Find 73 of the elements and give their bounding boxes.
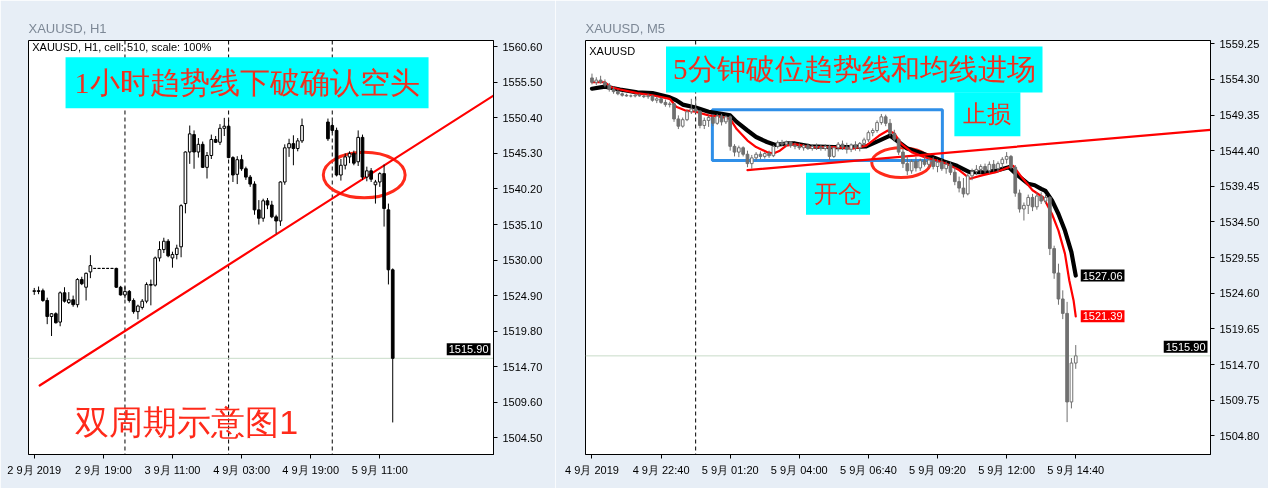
x-tick-label: 4 9月 22:40 <box>632 463 690 476</box>
x-tick-label: 5 9月 12:00 <box>978 463 1036 476</box>
candlestick <box>616 88 620 96</box>
candlestick <box>136 304 140 320</box>
candlestick <box>793 142 797 150</box>
candlestick <box>996 160 1000 173</box>
y-tick-label: 1519.80 <box>502 325 543 338</box>
y-tick-label: 1509.75 <box>1219 394 1260 407</box>
candlestick <box>961 177 966 198</box>
y-tick-label: 1560.60 <box>502 40 543 53</box>
x-tick-label: 5 9月 14:40 <box>1047 463 1105 476</box>
candlestick <box>261 198 265 223</box>
chart-title: XAUUSD, M5 <box>585 20 665 36</box>
ref-line-label: 1515.90 <box>448 343 489 356</box>
y-tick-label: 1540.20 <box>502 182 543 195</box>
y-tick-label: 1549.35 <box>1219 109 1260 122</box>
x-tick-label: 5 9月 06:40 <box>839 463 897 476</box>
y-tick-label: 1504.80 <box>1219 429 1260 442</box>
y-tick-label: 1539.45 <box>1219 180 1260 193</box>
chart-title: XAUUSD, H1 <box>28 20 107 36</box>
data-label: 1521.39 <box>1082 310 1123 323</box>
candlestick <box>603 78 607 88</box>
y-tick-label: 1545.30 <box>502 147 543 160</box>
candlestick <box>326 118 330 142</box>
x-tick-label: 4 9月 19:00 <box>282 463 340 476</box>
y-tick-label: 1514.70 <box>502 360 543 373</box>
x-tick-label: 4 9月 2019 <box>565 463 619 476</box>
y-tick-label: 1514.70 <box>1219 358 1260 371</box>
annotation: 5分钟破位趋势线和均线进场 <box>673 53 1036 86</box>
y-tick-label: 1509.60 <box>502 396 543 409</box>
ref-line-label: 1515.90 <box>1165 340 1206 353</box>
chart-subtitle: XAUUSD <box>589 44 636 57</box>
candlestick <box>84 272 88 301</box>
candlestick <box>218 123 222 146</box>
y-tick-label: 1519.65 <box>1219 322 1260 335</box>
y-tick-label: 1535.10 <box>502 218 543 231</box>
y-tick-label: 1544.40 <box>1219 144 1260 157</box>
x-tick-label: 5 9月 01:20 <box>701 463 759 476</box>
y-tick-label: 1529.55 <box>1219 251 1260 264</box>
y-tick-label: 1555.50 <box>502 76 543 89</box>
x-tick-label: 4 9月 03:00 <box>213 463 270 476</box>
y-tick-label: 1524.90 <box>502 289 543 302</box>
y-tick-label: 1524.60 <box>1219 287 1260 300</box>
annotation: 开仓 <box>814 180 862 207</box>
candlestick <box>767 150 771 159</box>
x-tick-label: 5 9月 04:00 <box>770 463 828 476</box>
y-tick-label: 1530.00 <box>502 254 543 267</box>
x-tick-label: 5 9月 11:00 <box>351 463 408 476</box>
y-tick-label: 1504.50 <box>502 431 543 444</box>
x-tick-label: 5 9月 09:20 <box>909 463 966 476</box>
candlestick <box>780 139 784 147</box>
candlestick <box>819 144 823 152</box>
annotation: 1小时趋势线下破确认空头 <box>74 66 420 100</box>
chart-subtitle: XAUUSD, H1, cell: 510, scale: 100% <box>32 41 212 54</box>
candlestick <box>88 254 93 279</box>
y-tick-label: 1534.50 <box>1219 215 1260 228</box>
candlestick <box>291 134 296 166</box>
y-tick-label: 1554.30 <box>1219 73 1260 86</box>
candlestick <box>192 129 196 170</box>
candlestick <box>914 156 918 173</box>
x-tick-label: 2 9月 19:00 <box>74 463 132 476</box>
x-tick-label: 2 9月 2019 <box>7 463 62 476</box>
candlestick <box>235 155 240 185</box>
annotation: 止损 <box>963 101 1012 128</box>
candlestick <box>672 102 676 123</box>
y-tick-label: 1550.40 <box>502 111 543 124</box>
candlestick <box>144 281 149 304</box>
y-tick-label: 1559.25 <box>1219 37 1260 50</box>
candlestick <box>806 142 810 151</box>
candlestick <box>646 93 650 100</box>
annotation: 双周期示意图1 <box>75 403 299 442</box>
data-label: 1527.06 <box>1082 269 1123 282</box>
x-tick-label: 3 9月 11:00 <box>144 463 201 476</box>
